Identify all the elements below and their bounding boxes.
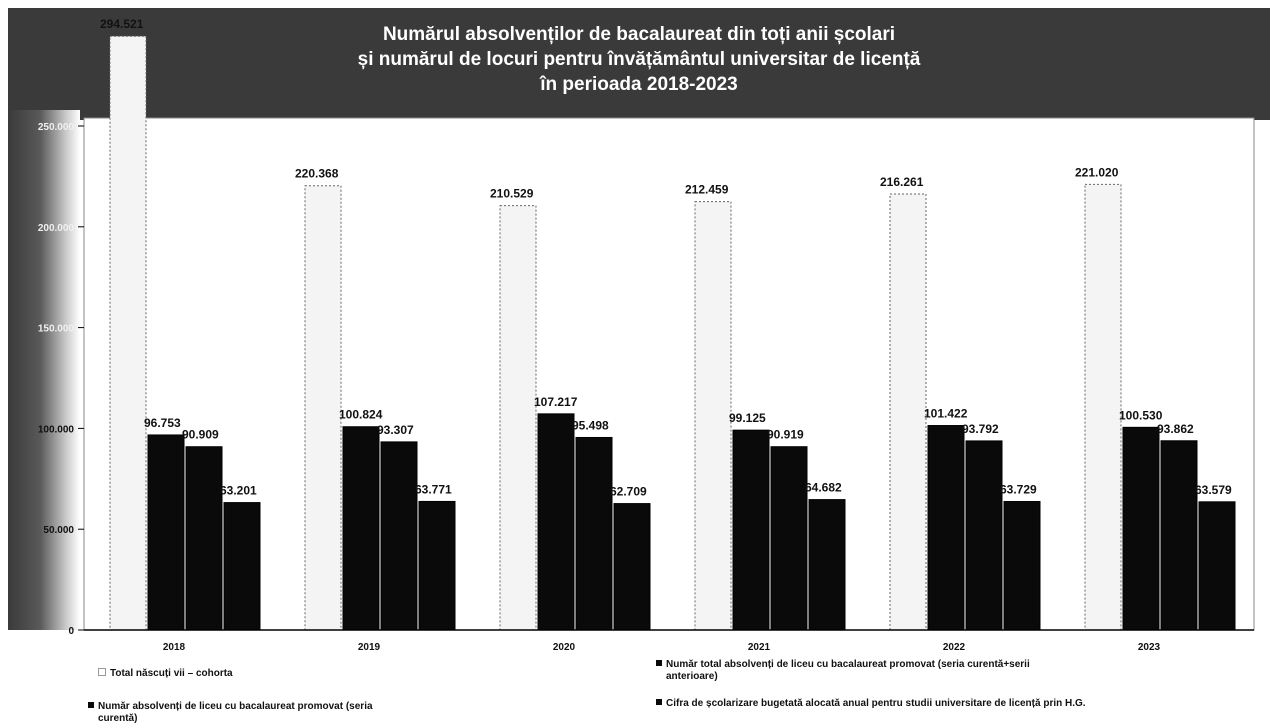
bar-value-label: 63.729 xyxy=(1000,483,1037,497)
bar-value-label: 216.261 xyxy=(880,175,924,189)
bar-value-label: 96.753 xyxy=(144,416,181,430)
chart-title: Numărul absolvenților de bacalaureat din… xyxy=(8,22,1270,97)
axis-band xyxy=(8,110,80,630)
bar-2022-series-0 xyxy=(889,193,927,631)
bar-value-label: 212.459 xyxy=(685,183,729,197)
bar-value-label: 63.201 xyxy=(220,484,257,498)
legend-swatch xyxy=(98,668,106,676)
bar-value-label: 93.862 xyxy=(1157,422,1194,436)
bar-2023-series-2 xyxy=(1160,440,1198,631)
x-axis: 2018 2019 2020 2021 2022 2023 xyxy=(163,642,1161,653)
bar-value-label: 93.307 xyxy=(377,423,414,437)
chart-title-line-1: Numărul absolvenților de bacalaureat din… xyxy=(382,24,896,45)
legend-item-cohort: Total născuți vii – cohorta xyxy=(98,668,233,681)
bar-value-label: 99.125 xyxy=(729,411,766,425)
x-tick-label: 2018 xyxy=(163,642,186,653)
legend-label: Număr total absolvenți de liceu cu bacal… xyxy=(666,659,1030,682)
bar-2019-series-1 xyxy=(342,426,380,631)
bar-2021-series-3 xyxy=(808,499,846,631)
bar-value-label: 210.529 xyxy=(490,187,534,201)
bar-2021-series-2 xyxy=(770,446,808,631)
title-band xyxy=(8,8,1270,120)
bar-2022-series-1 xyxy=(927,425,965,631)
bar-value-label: 107.217 xyxy=(534,395,578,409)
bar-value-label: 90.919 xyxy=(767,428,804,442)
bar-value-label: 100.530 xyxy=(1119,408,1163,422)
bar-2019-series-3 xyxy=(418,500,456,631)
bar-value-label: 294.521 xyxy=(100,17,144,31)
y-tick-label: 250.000 xyxy=(38,122,75,133)
legend-label: Cifra de școlarizare bugetată alocată an… xyxy=(666,698,1086,709)
bar-2021-series-0 xyxy=(694,201,732,631)
bar-2022-series-2 xyxy=(965,440,1003,631)
bar-value-label: 101.422 xyxy=(924,407,968,421)
x-tick-label: 2020 xyxy=(553,642,576,653)
bar-value-label: 95.498 xyxy=(572,418,609,432)
bar-2023-series-0 xyxy=(1084,183,1122,631)
bar-2020-series-2 xyxy=(575,436,613,631)
x-tick-label: 2022 xyxy=(943,642,966,653)
legend-item-current-series: Număr absolvenți de liceu cu bacalaureat… xyxy=(88,701,418,725)
x-tick-label: 2023 xyxy=(1138,642,1161,653)
bar-value-label: 90.909 xyxy=(182,428,219,442)
y-tick-label: 200.000 xyxy=(38,223,75,234)
legend-swatch xyxy=(88,702,94,708)
bar-2020-series-0 xyxy=(499,205,537,631)
bar-2019-series-0 xyxy=(304,185,342,631)
legend-label: Total născuți vii – cohorta xyxy=(110,668,233,679)
bar-2018-series-0 xyxy=(109,35,147,631)
y-tick-label: 50.000 xyxy=(43,525,74,536)
bar-value-label: 93.792 xyxy=(962,422,999,436)
y-axis: 0 50.000 100.000 150.000 200.000 250.000 xyxy=(38,122,84,637)
bar-2023-series-3 xyxy=(1198,501,1236,631)
bar-2021-series-1 xyxy=(732,429,770,631)
bar-2023-series-1 xyxy=(1122,426,1160,631)
bar-value-label: 100.824 xyxy=(339,408,383,422)
chart-title-line-3: în perioada 2018-2023 xyxy=(540,74,738,95)
bar-value-label: 221.020 xyxy=(1075,165,1119,179)
legend-swatch xyxy=(656,660,662,666)
bar-2019-series-2 xyxy=(380,441,418,631)
bar-2020-series-3 xyxy=(613,503,651,631)
bar-value-label: 64.682 xyxy=(805,481,842,495)
y-tick-label: 0 xyxy=(68,626,74,637)
y-tick-label: 150.000 xyxy=(38,324,75,335)
legend-item-total-series: Număr total absolvenți de liceu cu bacal… xyxy=(656,659,1046,683)
bar-value-label: 62.709 xyxy=(610,485,647,499)
bars: 294.52196.75390.90963.201220.368100.8249… xyxy=(100,17,1236,631)
y-tick-label: 100.000 xyxy=(38,424,75,435)
bar-value-label: 63.579 xyxy=(1195,483,1232,497)
bar-2022-series-3 xyxy=(1003,501,1041,631)
bar-2018-series-2 xyxy=(185,446,223,631)
x-tick-label: 2019 xyxy=(358,642,381,653)
bar-value-label: 220.368 xyxy=(295,167,339,181)
legend-swatch xyxy=(656,699,662,705)
legend-label: Număr absolvenți de liceu cu bacalaureat… xyxy=(98,701,373,724)
plot-area xyxy=(83,117,1255,631)
bar-value-label: 63.771 xyxy=(415,482,452,496)
chart-title-line-2: și numărul de locuri pentru învățământul… xyxy=(357,49,921,70)
bar-2020-series-1 xyxy=(537,413,575,631)
bar-2018-series-3 xyxy=(223,502,261,631)
x-tick-label: 2021 xyxy=(748,642,771,653)
bar-2018-series-1 xyxy=(147,434,185,631)
legend-item-budget-places: Cifra de școlarizare bugetată alocată an… xyxy=(656,698,1256,710)
